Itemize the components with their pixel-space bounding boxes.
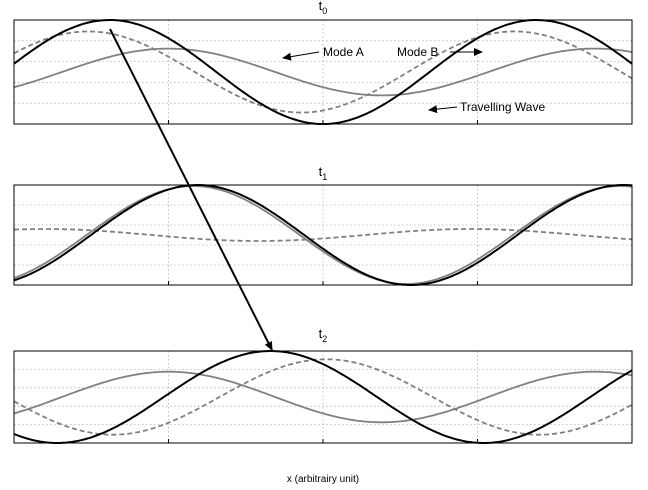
- mode-a-label: Mode A: [323, 45, 364, 59]
- panel-t2-series-mode-b: [13, 358, 633, 436]
- panel-t2-frame: [13, 350, 633, 444]
- panel-t1-series-mode-a: [13, 185, 633, 285]
- panel-t1: t1: [13, 164, 633, 286]
- panel-t1-series-mode-b: [13, 228, 633, 242]
- mode-b-label: Mode B: [397, 45, 438, 59]
- panel-t1-frame: [13, 184, 633, 286]
- mode-a-pointer: [282, 51, 320, 61]
- crest-tracking-arrow: [109, 28, 273, 351]
- panel-t2-series-mode-a: [13, 370, 633, 424]
- panel-t2-title: t2: [319, 326, 328, 344]
- panel-t1-title: t1: [319, 164, 328, 182]
- panel-t1-series-travelling-wave: [13, 184, 633, 286]
- panel-t0-title: t0: [319, 0, 328, 16]
- travelling-wave-label: Travelling Wave: [460, 100, 545, 114]
- panel-t0-frame: [13, 19, 633, 125]
- x-axis-label: x (arbitrairy unit): [287, 474, 359, 485]
- panel-t2-series-travelling-wave: [13, 350, 633, 444]
- panel-t0: t0 Mode A Mode B Travelling Wave: [13, 0, 633, 125]
- panel-t0-series-mode-a: [13, 47, 633, 97]
- travelling-wave-pointer: [428, 105, 458, 114]
- panel-t2: t2: [13, 326, 633, 444]
- panel-t0-series-mode-b: [13, 30, 633, 114]
